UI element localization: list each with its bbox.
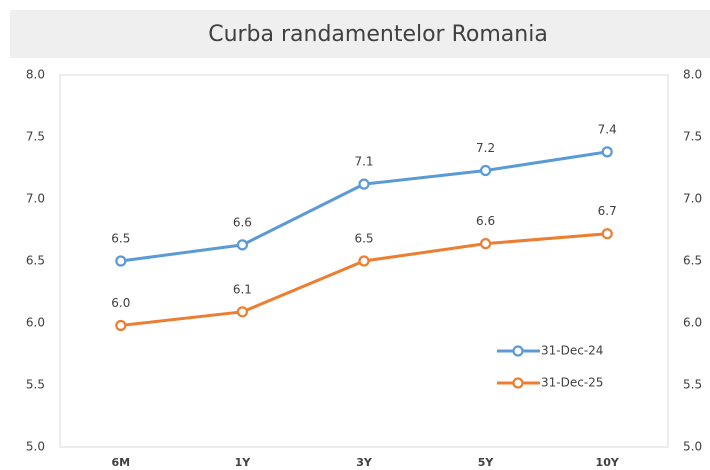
y2ticks-label: 5.5 <box>683 378 702 392</box>
point <box>358 178 370 190</box>
yticks-label: 5.0 <box>26 440 45 454</box>
point <box>115 319 127 332</box>
y2ticks-label: 5.0 <box>683 440 702 454</box>
point <box>236 306 248 318</box>
point <box>358 255 370 267</box>
series-line <box>120 232 608 327</box>
y2ticks-label: 7.5 <box>683 130 702 144</box>
data-label: 6.6 <box>476 214 495 228</box>
point <box>601 146 613 158</box>
plot-area <box>59 74 669 448</box>
yticks-label: 6.0 <box>26 316 45 330</box>
y2ticks-label: 8.0 <box>683 68 702 82</box>
y2ticks-label: 6.0 <box>683 316 702 330</box>
data-label: 6.6 <box>233 215 252 229</box>
point <box>601 228 613 240</box>
data-label: 7.4 <box>598 122 617 136</box>
yticks-label: 8.0 <box>26 68 45 82</box>
x-tick-label: 5Y <box>478 456 495 469</box>
data-label: 6.5 <box>354 232 373 246</box>
legend-marker <box>512 377 524 389</box>
y2ticks-label: 6.5 <box>683 254 702 268</box>
point <box>480 164 492 177</box>
point <box>236 239 248 251</box>
yticks-label: 7.0 <box>26 192 45 206</box>
x-tick-label: 3Y <box>356 456 373 469</box>
data-label: 6.1 <box>233 282 252 296</box>
yticks-label: 7.5 <box>26 130 45 144</box>
legend-marker <box>512 345 524 357</box>
yticks-label: 5.5 <box>26 378 45 392</box>
x-tick-label: 1Y <box>235 456 252 469</box>
y2ticks-label: 7.0 <box>683 192 702 206</box>
point <box>480 238 492 250</box>
data-label: 7.2 <box>476 141 495 155</box>
legend-label: 31-Dec-24 <box>541 344 603 358</box>
legend-label: 31-Dec-25 <box>541 376 603 390</box>
data-label: 6.5 <box>111 232 130 246</box>
chart-title: Curba randamentelor Romania <box>208 22 548 47</box>
title-bar <box>10 10 710 58</box>
data-label: 6.0 <box>111 296 130 310</box>
x-tick-label: 6M <box>111 456 130 469</box>
x-tick-label: 10Y <box>596 456 620 469</box>
data-label: 6.7 <box>598 204 617 218</box>
point <box>115 255 127 267</box>
data-label: 7.1 <box>354 155 373 169</box>
yticks-label: 6.5 <box>26 254 45 268</box>
